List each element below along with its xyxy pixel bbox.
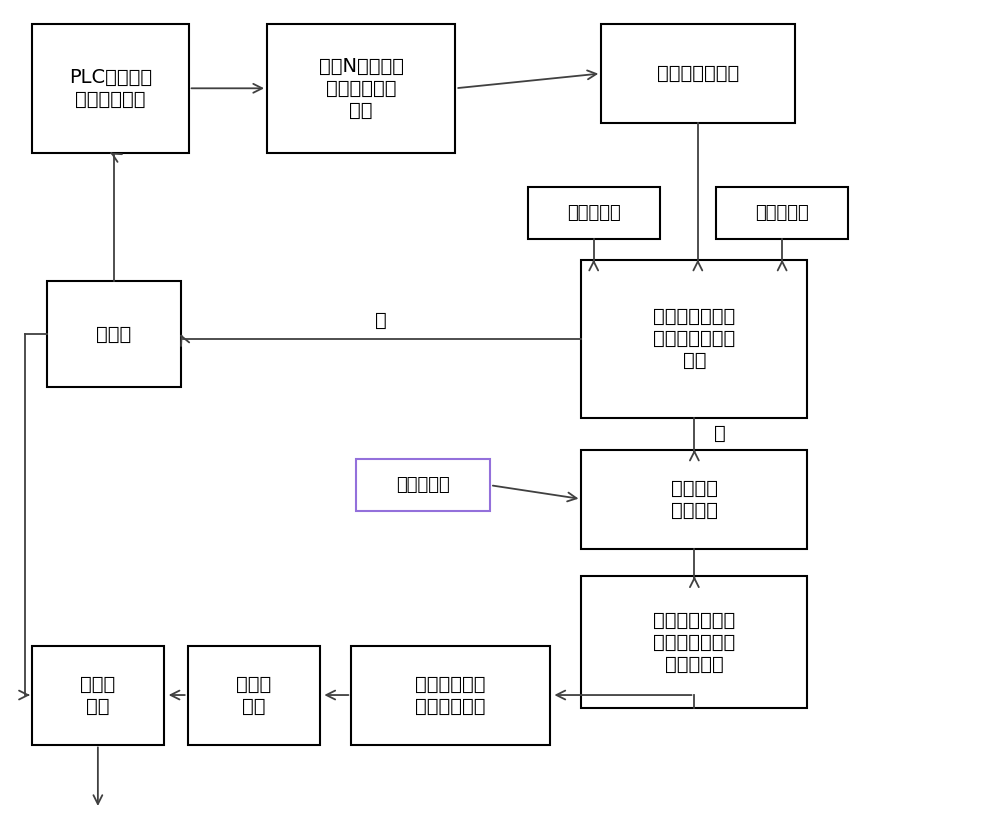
Text: 否: 否 xyxy=(375,311,387,330)
Text: 判断厚度偏差量
是否超出偏差范
围值: 判断厚度偏差量 是否超出偏差范 围值 xyxy=(653,307,735,370)
Bar xyxy=(528,187,660,239)
Bar xyxy=(581,259,807,418)
Bar xyxy=(601,24,795,123)
Bar xyxy=(351,645,550,745)
Text: 计算厚度
补偿次数: 计算厚度 补偿次数 xyxy=(671,478,718,519)
Text: 厚度补偿值: 厚度补偿值 xyxy=(396,476,450,494)
Text: 调节挤
出量: 调节挤 出量 xyxy=(236,675,271,716)
Bar xyxy=(716,187,848,239)
Bar xyxy=(188,645,320,745)
Bar xyxy=(32,24,189,152)
Text: PLC控制器读
取厚度测量值: PLC控制器读 取厚度测量值 xyxy=(69,68,152,108)
Text: 偏差范围值: 偏差范围值 xyxy=(755,204,809,222)
Text: 将厚度补偿次数
转换成螺杆转速
的补偿次数: 将厚度补偿次数 转换成螺杆转速 的补偿次数 xyxy=(653,610,735,673)
Text: 调节螺杆转速
的每次补偿量: 调节螺杆转速 的每次补偿量 xyxy=(415,675,486,716)
Bar xyxy=(356,460,490,511)
Bar xyxy=(581,576,807,708)
Text: 计算N个纵向厚
度测量值的平
均值: 计算N个纵向厚 度测量值的平 均值 xyxy=(319,57,404,120)
Text: 挤出复
合膜: 挤出复 合膜 xyxy=(80,675,116,716)
Bar xyxy=(47,281,181,387)
Text: 厚度额定值: 厚度额定值 xyxy=(567,204,621,222)
Bar xyxy=(581,450,807,548)
Text: 计算厚度偏差量: 计算厚度偏差量 xyxy=(657,64,739,83)
Bar xyxy=(267,24,455,152)
Text: 是: 是 xyxy=(714,425,726,443)
Text: 测厚仪: 测厚仪 xyxy=(96,324,131,344)
Bar xyxy=(32,645,164,745)
